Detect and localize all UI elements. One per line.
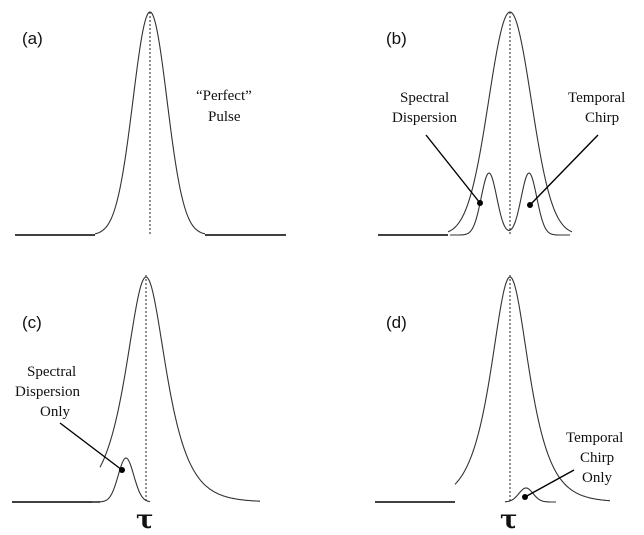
panel-d-chirp-lobe [504,487,556,503]
panel-d-annotation-temporal: Temporal [566,430,623,446]
panel-b-label: (b) [386,29,407,48]
panel-b-leader-temporal [529,134,599,206]
panel-c-leader-dot [119,467,125,473]
panel-d-leader-dot [522,494,528,500]
panel-b-leader-dot-temporal [527,202,533,208]
panel-c-annotation-spectral: Spectral [27,364,76,380]
panel-b: (b) Spectral Dispersion Temporal Chirp [378,11,625,236]
panel-d: (d) Temporal Chirp Only τ [375,275,623,535]
panel-c-annotation-dispersion: Dispersion [15,384,80,400]
panel-b-annotation-dispersion: Dispersion [392,110,457,126]
panel-c-dispersion-lobe [92,457,151,503]
panel-a-annotation-line1: “Perfect” [196,88,252,104]
panel-c-tau-symbol: τ [136,505,154,535]
panel-c-label: (c) [22,313,42,332]
panel-a-label: (a) [22,29,43,48]
panel-c: (c) Spectral Dispersion Only τ [12,275,260,535]
panel-d-label: (d) [386,313,407,332]
panel-d-tau-symbol: τ [500,505,518,535]
panel-b-annotation-spectral: Spectral [400,90,449,106]
panel-c-annotation-only: Only [40,404,71,420]
panel-a: (a) “Perfect” Pulse [15,11,286,236]
panel-b-annotation-chirp: Chirp [585,110,619,126]
panel-b-leader-dot-spectral [477,200,483,206]
panel-b-split-pulse [450,172,570,236]
panel-d-leader [524,469,575,498]
panel-d-annotation-chirp: Chirp [580,450,614,466]
panel-c-leader [59,422,123,471]
panel-d-annotation-only: Only [582,470,613,486]
panel-d-main-pulse [454,276,610,502]
panel-b-leader-spectral [425,134,481,204]
panel-a-annotation-line2: Pulse [208,109,241,125]
panel-b-annotation-temporal: Temporal [568,90,625,106]
panel-c-main-pulse [99,276,260,502]
